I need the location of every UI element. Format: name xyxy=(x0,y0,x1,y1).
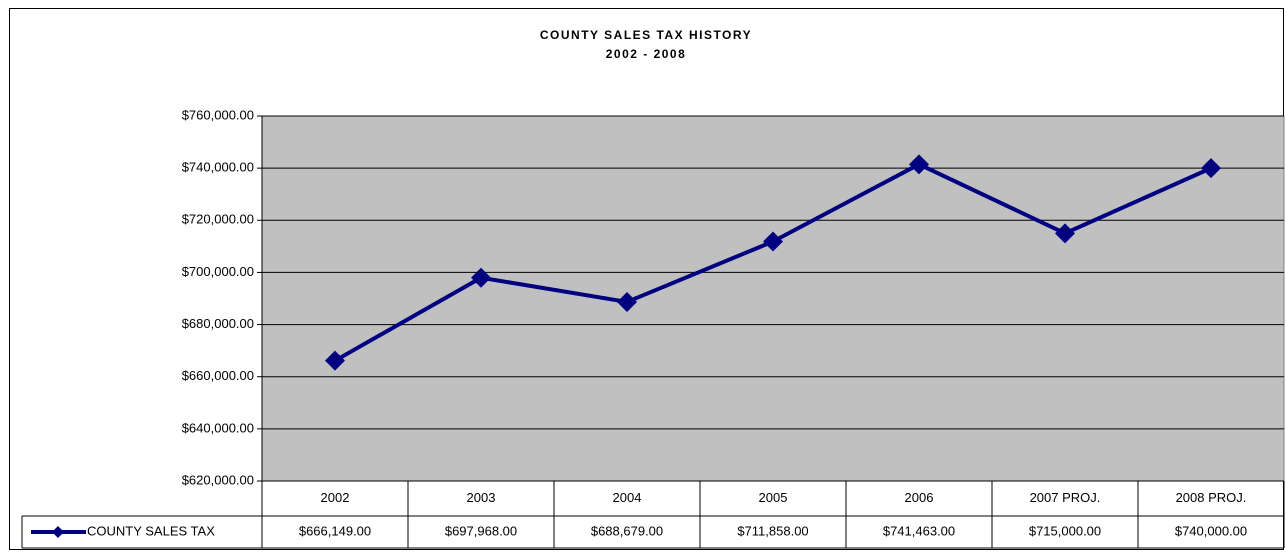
plot-area xyxy=(261,115,1285,482)
y-tick-label: $660,000.00 xyxy=(182,368,254,383)
x-tick-label: 2008 PROJ. xyxy=(1176,490,1247,505)
data-point xyxy=(325,350,345,371)
y-tick-label: $700,000.00 xyxy=(182,264,254,279)
data-label: $666,149.00 xyxy=(299,523,371,538)
data-point xyxy=(1201,158,1221,179)
data-point xyxy=(471,267,491,288)
data-label: $688,679.00 xyxy=(591,523,663,538)
data-label: $711,858.00 xyxy=(737,523,808,538)
x-tick-label: 2007 PROJ. xyxy=(1030,490,1101,505)
y-tick-label: $640,000.00 xyxy=(182,420,254,435)
legend-label: COUNTY SALES TAX xyxy=(87,523,215,538)
y-tick-label: $760,000.00 xyxy=(182,107,254,122)
y-tick-label: $740,000.00 xyxy=(182,160,254,175)
legend-marker xyxy=(52,526,64,538)
y-tick-label: $680,000.00 xyxy=(182,316,254,331)
y-tick-label: $620,000.00 xyxy=(182,472,254,487)
data-point xyxy=(763,231,783,252)
x-tick-label: 2003 xyxy=(467,490,496,505)
chart-title: COUNTY SALES TAX HISTORY xyxy=(540,28,752,42)
x-tick-label: 2005 xyxy=(759,490,788,505)
x-tick-label: 2004 xyxy=(613,490,642,505)
data-point xyxy=(909,154,929,175)
data-label: $740,000.00 xyxy=(1175,523,1247,538)
y-tick-label: $720,000.00 xyxy=(182,212,254,227)
data-point xyxy=(1055,223,1075,244)
x-tick-label: 2002 xyxy=(321,490,350,505)
data-label: $741,463.00 xyxy=(883,523,955,538)
data-point xyxy=(617,291,637,312)
data-label: $697,968.00 xyxy=(445,523,517,538)
data-label: $715,000.00 xyxy=(1029,523,1101,538)
chart-subtitle: 2002 - 2008 xyxy=(606,47,687,61)
x-tick-label: 2006 xyxy=(905,490,934,505)
